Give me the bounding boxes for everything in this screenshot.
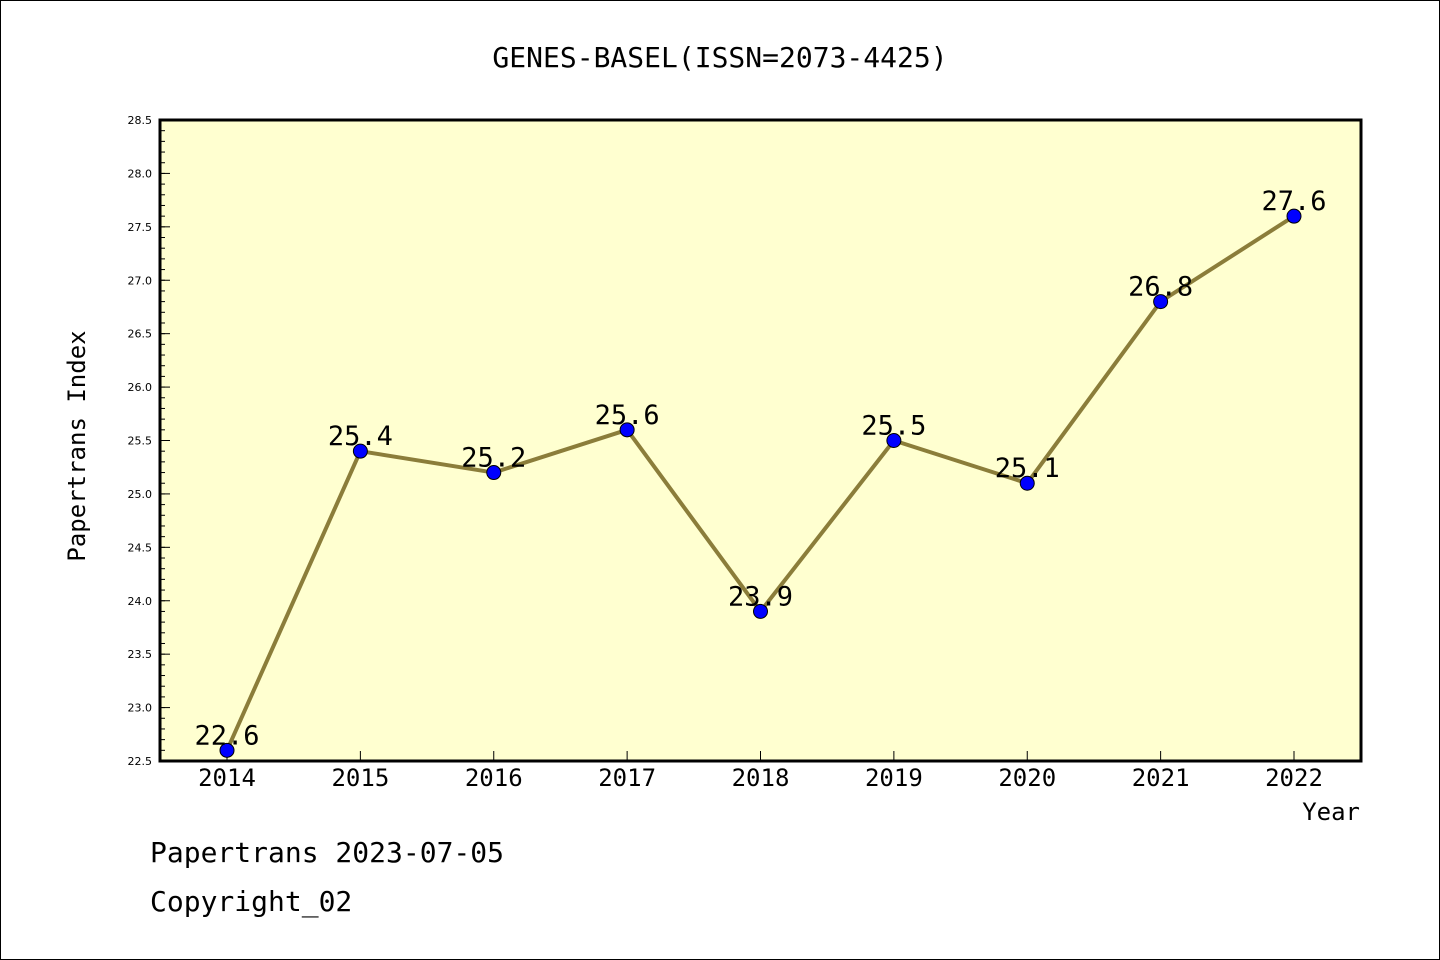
source-note: Papertrans 2023-07-05 bbox=[150, 836, 505, 869]
data-label: 25.2 bbox=[461, 443, 526, 474]
data-label: 25.1 bbox=[995, 453, 1060, 484]
data-point bbox=[219, 742, 235, 758]
data-label: 25.5 bbox=[861, 411, 926, 442]
y-tick-label: 28.0 bbox=[128, 167, 153, 180]
data-point bbox=[1153, 294, 1169, 310]
y-tick-label: 26.5 bbox=[128, 328, 153, 341]
data-point bbox=[886, 433, 902, 448]
chart-title: GENES-BASEL(ISSN=2073-4425) bbox=[492, 41, 947, 74]
plot-area bbox=[158, 118, 1363, 763]
copyright-note: Copyright_02 bbox=[150, 885, 353, 918]
x-tick-label: 2014 bbox=[198, 764, 256, 792]
x-tick-label: 2022 bbox=[1265, 764, 1323, 792]
y-tick-label: 24.0 bbox=[128, 595, 153, 608]
data-point bbox=[1286, 208, 1302, 224]
data-point bbox=[1019, 475, 1035, 491]
x-tick-label: 2018 bbox=[732, 764, 790, 792]
x-tick-label: 2019 bbox=[865, 764, 923, 792]
x-axis: 2014 2015 2016 2017 2018 2019 2020 2021 2022 bbox=[198, 751, 1323, 792]
x-tick-label: 2016 bbox=[465, 764, 523, 792]
data-point bbox=[619, 422, 635, 438]
data-label: 25.6 bbox=[595, 400, 660, 431]
y-axis-title: Papertrans Index bbox=[63, 330, 91, 561]
x-tick-label: 2020 bbox=[998, 764, 1056, 792]
x-tick-label: 2015 bbox=[331, 764, 389, 792]
series-layer: 22.6 25.4 25.2 25.6 23.9 25.5 25.1 26.8 27.6 bbox=[194, 186, 1327, 758]
y-tick-label: 22.5 bbox=[128, 755, 153, 768]
y-axis: 22.5 23.0 23.5 24.0 24.5 25.0 25.5 26.0 26.5 27.0… bbox=[128, 114, 170, 768]
y-tick-label: 25.5 bbox=[128, 435, 153, 448]
data-label: 26.8 bbox=[1128, 272, 1193, 303]
y-tick-label: 27.5 bbox=[128, 221, 153, 234]
y-tick-label: 23.0 bbox=[128, 702, 153, 715]
x-axis-title: Year bbox=[1302, 798, 1360, 826]
x-tick-label: 2017 bbox=[598, 764, 656, 792]
y-tick-label: 28.5 bbox=[128, 114, 153, 127]
data-label: 27.6 bbox=[1261, 186, 1326, 217]
data-point bbox=[753, 603, 768, 619]
y-tick-label: 27.0 bbox=[128, 274, 153, 287]
x-tick-label: 2021 bbox=[1132, 764, 1190, 792]
data-point bbox=[352, 443, 368, 459]
y-tick-label: 26.0 bbox=[128, 381, 153, 394]
data-point bbox=[486, 465, 502, 481]
data-label: 22.6 bbox=[194, 720, 259, 751]
data-label: 25.4 bbox=[328, 421, 393, 452]
y-tick-label: 24.5 bbox=[128, 541, 153, 554]
y-tick-label: 25.0 bbox=[128, 488, 153, 501]
data-label: 23.9 bbox=[728, 581, 793, 612]
y-tick-label: 23.5 bbox=[128, 648, 153, 661]
